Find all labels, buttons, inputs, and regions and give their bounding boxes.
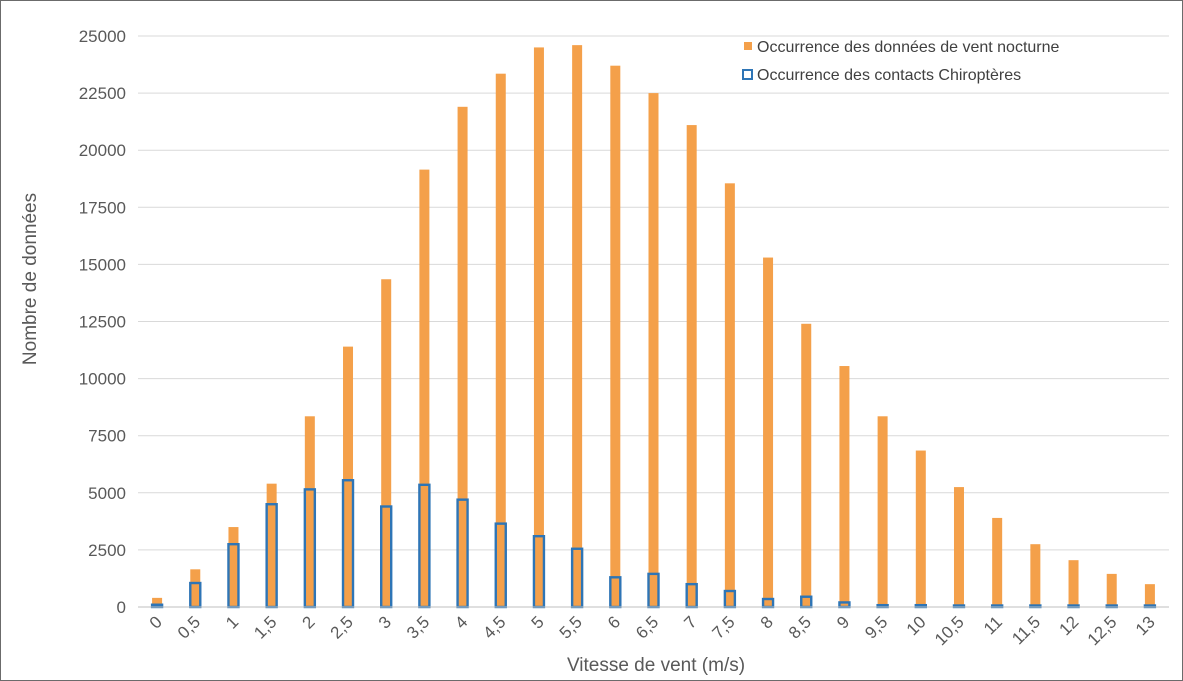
x-tick-label: 11,5 <box>1008 612 1044 648</box>
bar-wind <box>419 169 430 607</box>
bars <box>150 45 1157 609</box>
x-tick-label: 5,5 <box>556 612 586 642</box>
legend: Occurrence des données de vent nocturne … <box>742 39 1060 84</box>
y-tick-label: 5000 <box>88 484 126 503</box>
x-tick-label: 0,5 <box>174 612 204 642</box>
y-tick-label: 12500 <box>79 313 126 332</box>
legend-swatch-bats <box>742 69 753 80</box>
x-tick-label: 1,5 <box>250 612 280 642</box>
bar-wind <box>877 416 888 607</box>
x-tick-label: 1 <box>222 612 242 632</box>
bar-wind <box>457 106 468 607</box>
bar-wind <box>266 483 277 607</box>
bar-wind <box>1030 544 1041 607</box>
bar-wind <box>572 45 583 608</box>
y-tick-label: 10000 <box>79 370 126 389</box>
x-tick-label: 6,5 <box>632 612 662 642</box>
x-tick-label: 10,5 <box>931 612 968 649</box>
bar-wind <box>152 597 163 607</box>
legend-label-bats: Occurrence des contacts Chiroptères <box>757 67 1021 84</box>
y-tick-label: 0 <box>117 598 126 617</box>
bar-wind <box>648 93 659 608</box>
x-tick-label: 12 <box>1056 612 1083 639</box>
x-tick-label: 11 <box>980 612 1006 638</box>
bar-wind <box>1144 584 1155 607</box>
bar-wind <box>1068 560 1079 607</box>
bar-wind <box>533 47 544 608</box>
x-tick-label: 2 <box>299 612 319 632</box>
y-axis-label: Nombre de données <box>20 193 41 365</box>
x-tick-label: 6 <box>604 612 624 632</box>
x-tick-label: 10 <box>903 612 930 639</box>
x-tick-label: 12,5 <box>1084 612 1121 649</box>
x-axis-ticks: 0 0,5 1 1,5 2 2,5 3 3,5 4 4,5 5 5,5 6 6,5 7 7,5 8 8,5 9 9,5… <box>146 612 1159 649</box>
x-tick-label: 9,5 <box>861 612 891 642</box>
y-tick-label: 15000 <box>79 255 126 274</box>
legend-item-bats: Occurrence des contacts Chiroptères <box>742 67 1021 84</box>
x-tick-label: 2,5 <box>327 612 357 642</box>
x-tick-label: 9 <box>833 612 853 632</box>
y-axis-ticks: 0 2500 5000 7500 10000 12500 15000 17500 20000 22… <box>79 27 126 617</box>
y-tick-label: 2500 <box>88 541 126 560</box>
y-tick-label: 7500 <box>88 427 126 446</box>
x-tick-label: 4,5 <box>479 612 509 642</box>
bar-wind <box>1106 573 1117 607</box>
bar-wind <box>228 527 239 607</box>
bar-wind <box>839 366 850 607</box>
legend-label-wind: Occurrence des données de vent nocturne <box>757 39 1060 56</box>
x-axis-label: Vitesse de vent (m/s) <box>567 655 745 676</box>
y-tick-label: 20000 <box>79 141 126 160</box>
x-tick-label: 3 <box>375 612 395 632</box>
x-tick-label: 8 <box>757 612 777 632</box>
bar-wind <box>686 125 697 608</box>
x-tick-label: 3,5 <box>403 612 433 642</box>
x-tick-label: 4 <box>451 612 471 632</box>
legend-swatch-wind <box>744 42 752 50</box>
x-tick-label: 0 <box>146 612 166 632</box>
bar-wind <box>190 569 201 607</box>
bar-wind <box>304 416 315 607</box>
bar-wind <box>801 323 812 607</box>
bar-wind <box>495 73 506 608</box>
y-tick-label: 22500 <box>79 84 126 103</box>
bar-wind <box>381 279 392 607</box>
x-tick-label: 13 <box>1132 612 1159 639</box>
legend-item-wind: Occurrence des données de vent nocturne <box>744 39 1060 56</box>
bar-wind <box>724 183 735 607</box>
bar-wind <box>343 346 354 607</box>
x-tick-label: 7 <box>680 612 700 632</box>
bar-wind <box>992 517 1003 607</box>
y-tick-label: 17500 <box>79 198 126 217</box>
y-tick-label: 25000 <box>79 27 126 46</box>
bar-wind <box>763 257 774 607</box>
bar-wind <box>915 450 926 607</box>
bar-wind <box>953 487 964 607</box>
bar-wind <box>610 65 621 607</box>
x-tick-label: 5 <box>528 612 548 632</box>
x-tick-label: 8,5 <box>785 612 815 642</box>
x-tick-label: 7,5 <box>709 612 739 642</box>
